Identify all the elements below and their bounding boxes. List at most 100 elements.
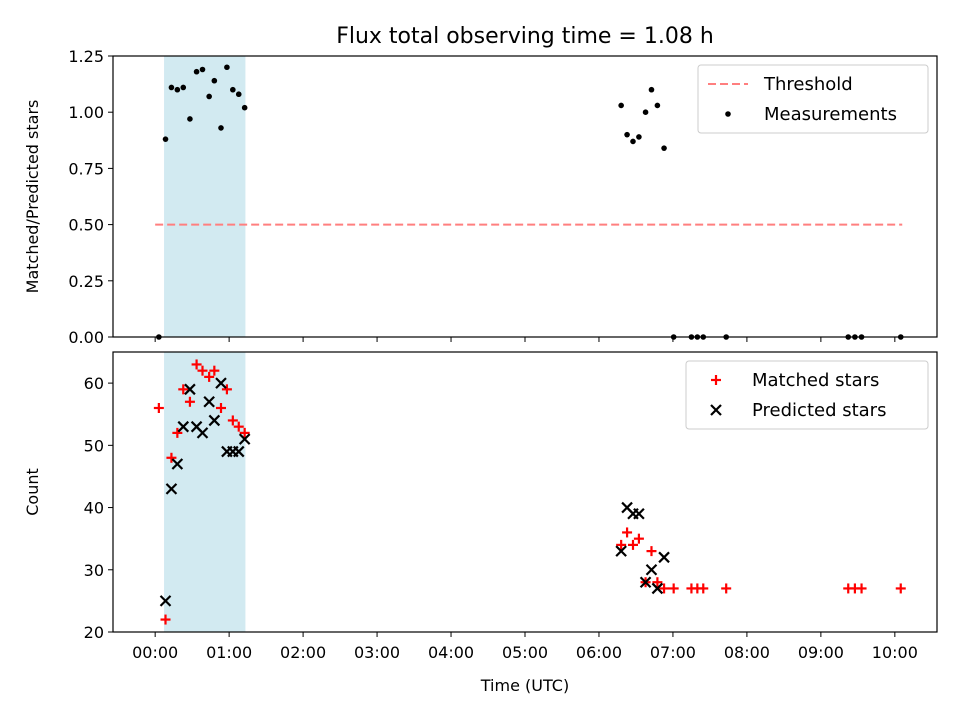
data-point <box>658 551 670 564</box>
data-point <box>239 427 250 438</box>
data-point <box>639 576 652 589</box>
y-tick-label: 50 <box>84 436 104 455</box>
data-point <box>218 125 224 131</box>
data-point <box>633 533 644 544</box>
series-predicted-stars <box>159 377 670 607</box>
data-point <box>153 403 164 413</box>
data-point <box>168 84 175 91</box>
data-point <box>178 384 189 395</box>
y-tick-label: 0.75 <box>68 159 104 178</box>
data-point <box>166 452 177 463</box>
series-measurements <box>156 64 904 340</box>
data-point <box>238 433 251 445</box>
data-point <box>165 483 178 495</box>
data-point <box>215 403 226 413</box>
series-matched-stars <box>153 359 906 625</box>
data-point <box>624 131 630 138</box>
data-point <box>648 86 655 93</box>
observing-interval-shade <box>164 352 246 632</box>
observing-interval-shade <box>164 56 246 337</box>
legend-label: Matched stars <box>752 370 879 391</box>
x-tick-label: 04:00 <box>428 643 474 662</box>
data-point <box>187 116 193 122</box>
y-axis-label: Count <box>23 468 42 516</box>
y-tick-label: 20 <box>84 623 104 642</box>
data-point <box>698 583 709 594</box>
data-point <box>193 68 200 75</box>
data-point <box>615 545 627 557</box>
data-point <box>203 395 215 408</box>
data-point <box>184 383 196 396</box>
data-point <box>636 134 642 140</box>
data-point <box>199 66 206 73</box>
data-point <box>630 138 636 145</box>
data-point <box>659 583 670 594</box>
legend-label: Measurements <box>764 104 897 125</box>
data-point <box>227 415 238 426</box>
y-tick-label: 1.25 <box>68 47 104 66</box>
data-point <box>209 365 220 376</box>
data-point <box>174 86 181 93</box>
data-point <box>206 93 212 100</box>
data-point <box>233 421 244 432</box>
legend-swatch <box>710 404 722 416</box>
x-tick-label: 03:00 <box>354 643 400 662</box>
data-point <box>197 365 208 376</box>
data-point <box>180 84 187 91</box>
data-point <box>627 539 638 550</box>
data-point <box>215 377 227 389</box>
y-tick-label: 0.00 <box>68 328 104 347</box>
data-point <box>232 445 245 458</box>
x-tick-label: 05:00 <box>502 643 548 662</box>
legend: Threshold Measurements <box>697 64 929 134</box>
data-point <box>160 614 171 625</box>
data-point <box>159 595 172 607</box>
legend-box <box>697 64 929 134</box>
legend-label: Predicted stars <box>752 400 886 421</box>
data-point <box>645 563 658 576</box>
x-axis-label: Time (UTC) <box>480 676 569 695</box>
y-tick-label: 30 <box>84 561 104 580</box>
y-tick-label: 60 <box>84 374 104 393</box>
data-point <box>856 583 867 594</box>
panel-count: 20 30 40 50 60 00:00 01:00 02:00 03:00 04:00 05:00… <box>23 351 938 662</box>
legend-swatch <box>711 375 721 385</box>
data-point <box>642 109 649 115</box>
x-tick-label: 09:00 <box>798 643 844 662</box>
data-point <box>172 427 183 438</box>
y-tick-label: 0.25 <box>68 272 104 291</box>
x-tick-label: 07:00 <box>650 643 696 662</box>
panel-ratio: 0.00 0.25 0.50 0.75 1.00 1.25 Matched/Predicte… <box>23 47 938 347</box>
data-point <box>196 427 209 439</box>
legend-box <box>685 360 929 430</box>
legend-swatch <box>725 111 731 117</box>
data-point <box>646 546 657 557</box>
data-point <box>651 582 664 595</box>
data-point <box>191 359 202 370</box>
data-point <box>622 527 633 538</box>
data-point <box>721 583 732 594</box>
data-point <box>204 371 215 382</box>
legend: Matched stars Predicted stars <box>685 360 929 430</box>
x-tick-label: 00:00 <box>132 643 178 662</box>
x-tick-label: 06:00 <box>576 643 622 662</box>
data-point <box>208 414 221 427</box>
data-point <box>221 384 232 395</box>
y-tick-label: 0.50 <box>68 216 104 235</box>
x-tick-label: 02:00 <box>280 643 326 662</box>
data-point <box>652 577 663 588</box>
y-tick-label: 40 <box>84 499 104 518</box>
data-point <box>241 104 248 111</box>
chart-title: Flux total observing time = 1.08 h <box>336 24 714 49</box>
data-point <box>633 507 645 520</box>
data-point <box>211 77 218 84</box>
data-point <box>224 64 230 71</box>
x-tick-label: 10:00 <box>872 643 918 662</box>
data-point <box>235 91 242 98</box>
data-point <box>171 458 184 470</box>
y-axis-label: Matched/Predicted stars <box>23 100 42 294</box>
data-point <box>668 583 679 594</box>
x-tick-label: 01:00 <box>206 643 252 662</box>
x-tick-label: 08:00 <box>724 643 770 662</box>
data-point <box>895 583 906 594</box>
